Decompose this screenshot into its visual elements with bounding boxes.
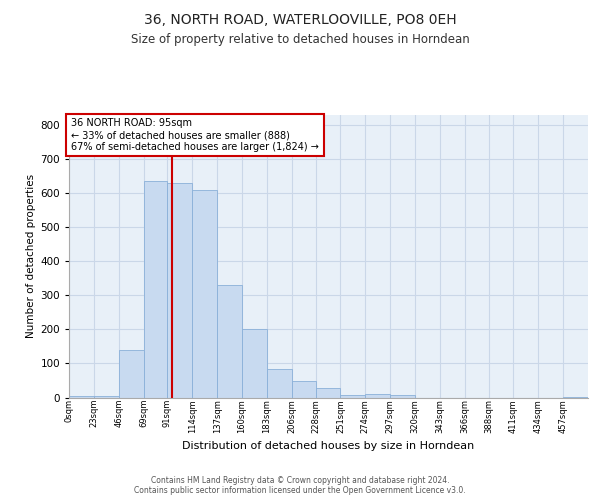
Text: 36 NORTH ROAD: 95sqm
← 33% of detached houses are smaller (888)
67% of semi-deta: 36 NORTH ROAD: 95sqm ← 33% of detached h… xyxy=(71,118,319,152)
Bar xyxy=(267,368,292,398)
Bar xyxy=(242,330,267,398)
Bar xyxy=(217,285,242,398)
X-axis label: Distribution of detached houses by size in Horndean: Distribution of detached houses by size … xyxy=(182,441,475,451)
Text: 36, NORTH ROAD, WATERLOOVILLE, PO8 0EH: 36, NORTH ROAD, WATERLOOVILLE, PO8 0EH xyxy=(143,12,457,26)
Bar xyxy=(340,395,365,398)
Bar xyxy=(69,396,94,398)
Bar xyxy=(167,183,192,398)
Bar xyxy=(192,190,217,398)
Bar xyxy=(390,395,415,398)
Y-axis label: Number of detached properties: Number of detached properties xyxy=(26,174,36,338)
Bar xyxy=(292,381,316,398)
Text: Size of property relative to detached houses in Horndean: Size of property relative to detached ho… xyxy=(131,32,469,46)
Bar xyxy=(143,182,167,398)
Bar xyxy=(316,388,340,398)
Bar xyxy=(365,394,390,398)
Bar xyxy=(94,396,119,398)
Text: Contains HM Land Registry data © Crown copyright and database right 2024.
Contai: Contains HM Land Registry data © Crown c… xyxy=(134,476,466,495)
Bar xyxy=(119,350,143,398)
Bar xyxy=(563,397,588,398)
